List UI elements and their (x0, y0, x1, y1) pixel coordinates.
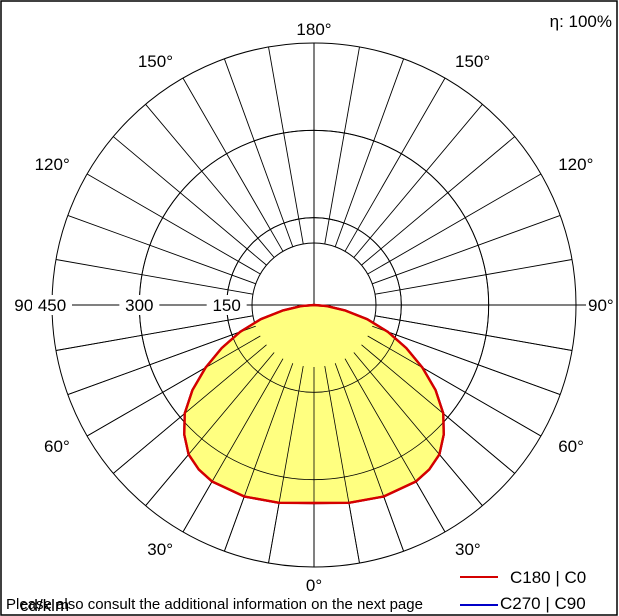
grid-spoke-overlay (367, 335, 542, 437)
angle-label: 120° (558, 155, 593, 174)
grid-spoke-overlay (145, 352, 275, 506)
grid-spoke (268, 46, 304, 245)
radial-tick-labels: 150 300 450 (32, 295, 247, 315)
angle-label: 120° (35, 155, 70, 174)
efficiency-label: η: 100% (550, 12, 612, 31)
grid-spoke (324, 46, 360, 245)
grid-spoke (334, 58, 405, 247)
unit-label: cd/klm (20, 596, 69, 615)
grid-spoke (145, 104, 275, 258)
angle-label: 150° (138, 52, 173, 71)
angle-label: 0° (306, 576, 322, 595)
grid-spoke-overlay (86, 335, 261, 437)
grid-spoke (367, 173, 542, 275)
grid-spoke (67, 214, 256, 285)
tick-label-bg (206, 295, 247, 315)
grid-spoke-overlay (324, 365, 360, 564)
radial-tick-label: 150 (212, 296, 240, 315)
grid-spoke (361, 136, 515, 266)
grid-spoke-overlay (344, 358, 446, 533)
grid-spoke (182, 77, 284, 252)
radial-tick-label: 300 (125, 296, 153, 315)
grid-spoke (372, 214, 561, 285)
grid-spoke-overlay (67, 325, 256, 395)
legend-label-c270-c90: C270 | C90 (500, 594, 586, 613)
angle-labels: 0°30° 30°60° 60°90° 90°120° 120°150° 150°180° (14, 20, 613, 595)
angle-label: 30° (147, 540, 173, 559)
intensity-curves (52, 129, 576, 567)
grid-spoke (113, 136, 267, 266)
grid-spoke-overlay (113, 344, 267, 474)
angle-label: 150° (455, 52, 490, 71)
tick-label-bg (119, 295, 160, 315)
angle-label: 60° (44, 437, 70, 456)
grid-spoke-overlay (182, 358, 284, 533)
legend: C180 | C0 C270 | C90 (460, 568, 586, 613)
footnote: Please also consult the additional infor… (6, 596, 423, 613)
grid-spoke-overlay (55, 315, 254, 351)
grid-spoke (353, 104, 483, 258)
grid-spoke (86, 173, 261, 275)
grid-spoke-overlay (361, 344, 515, 474)
legend-label-c180-c0: C180 | C0 (510, 568, 586, 587)
grid-spoke (55, 259, 254, 295)
angle-label: 30° (455, 540, 481, 559)
angle-label: 60° (558, 437, 584, 456)
grid-spoke (344, 77, 446, 252)
radial-tick-label: 450 (38, 296, 66, 315)
grid-spoke (223, 58, 294, 247)
tick-label-bg (32, 295, 72, 315)
grid-spoke (374, 259, 573, 295)
angle-label: 180° (296, 20, 331, 39)
curve-outline-c180-c0 (183, 303, 445, 505)
grid-spoke-overlay (268, 365, 304, 564)
grid-spoke-overlay (374, 315, 573, 351)
grid-spoke-overlay (372, 325, 561, 395)
grid-spoke-overlay (353, 352, 483, 506)
grid-spoke-overlay (334, 363, 404, 552)
angle-label: 90° (588, 296, 614, 315)
grid-spoke-overlay (224, 363, 294, 552)
